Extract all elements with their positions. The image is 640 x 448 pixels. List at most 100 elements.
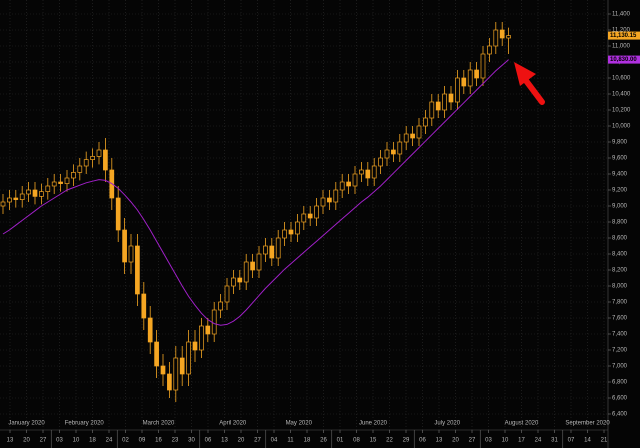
y-tick-label: 8,800 xyxy=(612,220,628,226)
x-tick-label: 10 xyxy=(73,438,80,444)
candle-body xyxy=(333,189,339,203)
candle-body xyxy=(45,185,51,192)
candle-body xyxy=(455,77,460,103)
candle-body xyxy=(301,213,307,223)
x-tick-label: 27 xyxy=(469,438,476,444)
month-label: July 2020 xyxy=(434,421,460,427)
y-tick-label: 11,400 xyxy=(612,12,631,18)
month-label: June 2020 xyxy=(359,421,388,427)
x-tick-label: 13 xyxy=(7,438,14,444)
candle-body xyxy=(147,317,153,343)
candle-body xyxy=(39,191,44,197)
x-tick-label: 21 xyxy=(601,438,608,444)
x-tick-label: 29 xyxy=(403,438,410,444)
month-label: March 2020 xyxy=(143,421,175,427)
candle-body xyxy=(423,117,428,127)
candle-body xyxy=(224,285,230,303)
candle-body xyxy=(90,156,95,160)
x-tick-label: 10 xyxy=(502,438,509,444)
candle-body xyxy=(141,293,147,319)
month-label: September 2020 xyxy=(565,421,610,427)
arrow-annotation xyxy=(514,62,545,105)
y-tick-label: 7,800 xyxy=(612,300,628,306)
candle-body xyxy=(77,165,83,173)
price-tag-label: 11,130.15 xyxy=(610,33,637,39)
price-tag xyxy=(608,55,640,64)
candle-body xyxy=(352,173,358,187)
x-tick-label: 01 xyxy=(337,438,344,444)
candle-body xyxy=(480,53,486,79)
y-tick-label: 11,000 xyxy=(612,44,631,50)
y-tick-label: 10,000 xyxy=(612,124,631,130)
candle-body xyxy=(199,325,204,351)
candle-body xyxy=(179,357,185,375)
candle-body xyxy=(13,197,19,200)
x-tick-label: 02 xyxy=(122,438,129,444)
candle-body xyxy=(461,77,467,87)
candle-body xyxy=(128,245,134,263)
x-tick-label: 06 xyxy=(205,438,212,444)
y-tick-label: 7,600 xyxy=(612,316,628,322)
candle-body xyxy=(96,149,102,157)
x-tick-label: 24 xyxy=(106,438,113,444)
candle-body xyxy=(275,237,281,259)
candle-body xyxy=(205,325,211,335)
candle-body xyxy=(307,213,313,219)
candle-body xyxy=(26,189,31,195)
y-tick-label: 6,600 xyxy=(612,396,628,402)
y-tick-label: 9,400 xyxy=(612,172,628,178)
candle-body xyxy=(64,177,70,184)
candle-body xyxy=(429,101,435,119)
x-tick-label: 11 xyxy=(287,438,294,444)
candle-body xyxy=(250,261,255,271)
x-tick-label: 31 xyxy=(551,438,558,444)
candle-body xyxy=(493,29,499,47)
y-tick-label: 6,800 xyxy=(612,380,628,386)
candle-body xyxy=(442,93,447,111)
candle-body xyxy=(391,149,396,155)
candle-body xyxy=(327,197,332,203)
candle-body xyxy=(135,245,140,295)
y-tick-label: 8,400 xyxy=(612,252,628,258)
x-tick-label: 04 xyxy=(271,438,278,444)
candle-body xyxy=(154,341,159,367)
candle-body xyxy=(282,229,287,239)
candle-body xyxy=(269,245,275,259)
candle-body xyxy=(237,277,243,283)
candle-body xyxy=(263,245,268,255)
x-tick-label: 14 xyxy=(584,438,591,444)
month-label: August 2020 xyxy=(505,421,539,427)
candle-body xyxy=(397,141,403,155)
candle-body xyxy=(403,133,409,143)
candle-body xyxy=(410,133,415,139)
candle-body xyxy=(295,221,300,235)
y-tick-label: 9,800 xyxy=(612,140,628,146)
candle-body xyxy=(0,201,6,207)
y-tick-label: 8,000 xyxy=(612,284,628,290)
y-tick-label: 10,600 xyxy=(612,76,631,82)
candles xyxy=(0,22,511,402)
candle-body xyxy=(448,93,454,103)
candle-body xyxy=(160,365,166,375)
candle-body xyxy=(32,189,38,197)
candle-body xyxy=(365,169,371,179)
candle-body xyxy=(51,181,57,187)
candle-body xyxy=(173,357,179,391)
x-tick-label: 03 xyxy=(56,438,63,444)
y-tick-label: 7,200 xyxy=(612,348,628,354)
y-tick-label: 10,200 xyxy=(612,108,631,114)
x-tick-label: 23 xyxy=(172,438,179,444)
y-tick-label: 8,200 xyxy=(612,268,628,274)
candle-body xyxy=(115,197,121,231)
y-tick-label: 6,400 xyxy=(612,412,628,418)
candle-body xyxy=(83,159,89,167)
candle-body xyxy=(378,157,383,167)
candle-body xyxy=(487,45,492,55)
month-label: February 2020 xyxy=(65,421,105,427)
y-tick-label: 11,200 xyxy=(612,28,631,34)
candle-body xyxy=(499,29,505,39)
x-tick-label: 27 xyxy=(254,438,261,444)
candle-body xyxy=(467,69,473,87)
x-tick-label: 13 xyxy=(436,438,443,444)
